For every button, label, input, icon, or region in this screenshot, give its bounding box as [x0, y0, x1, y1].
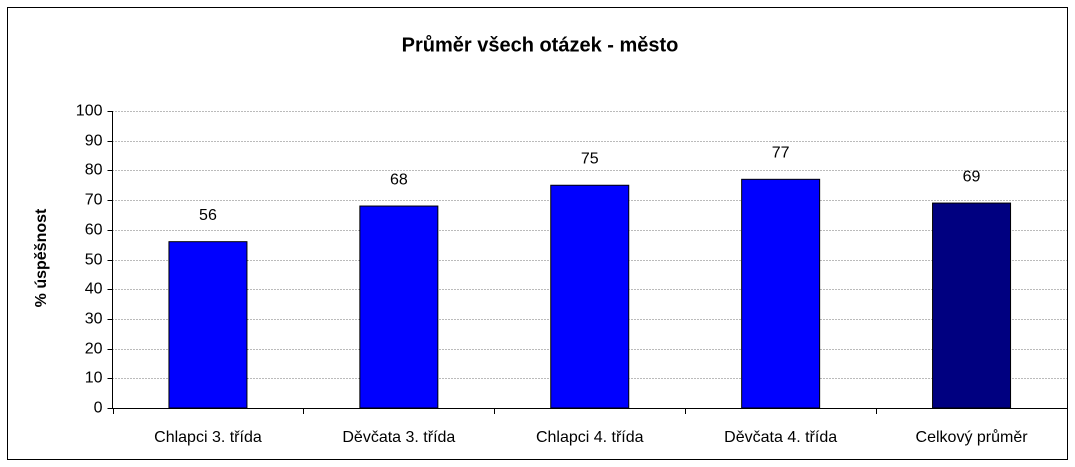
y-tick-label: 40 [85, 281, 103, 298]
x-tick-label: Děvčata 4. třída [724, 429, 837, 446]
y-tick-label: 70 [85, 192, 103, 209]
y-tick-label: 0 [94, 400, 103, 417]
x-tick-label: Děvčata 3. třída [342, 429, 455, 446]
y-tick-label: 100 [76, 103, 103, 120]
y-tick-label: 60 [85, 222, 103, 239]
y-tick-label: 80 [85, 162, 103, 179]
data-label: 69 [963, 168, 981, 185]
y-tick-label: 50 [85, 252, 103, 269]
bar [168, 241, 248, 409]
data-label: 68 [390, 171, 408, 188]
x-tick-label: Celkový průměr [916, 428, 1029, 446]
bar [359, 205, 439, 409]
data-label: 56 [199, 207, 217, 224]
y-tick-label: 20 [85, 341, 103, 358]
y-axis-label: % úspěšnost [33, 208, 50, 307]
data-label: 77 [772, 145, 790, 162]
bar [932, 202, 1012, 409]
x-tick-label: Chlapci 3. třída [154, 429, 262, 446]
x-tick-label: Chlapci 4. třída [536, 429, 644, 446]
chart-frame [7, 7, 1068, 460]
chart-title: Průměr všech otázek - město [402, 34, 679, 56]
y-tick-label: 30 [85, 311, 103, 328]
y-tick-label: 10 [85, 370, 103, 387]
bar [741, 178, 821, 409]
y-tick-label: 90 [85, 133, 103, 150]
bar [550, 184, 630, 409]
data-label: 75 [581, 150, 599, 167]
